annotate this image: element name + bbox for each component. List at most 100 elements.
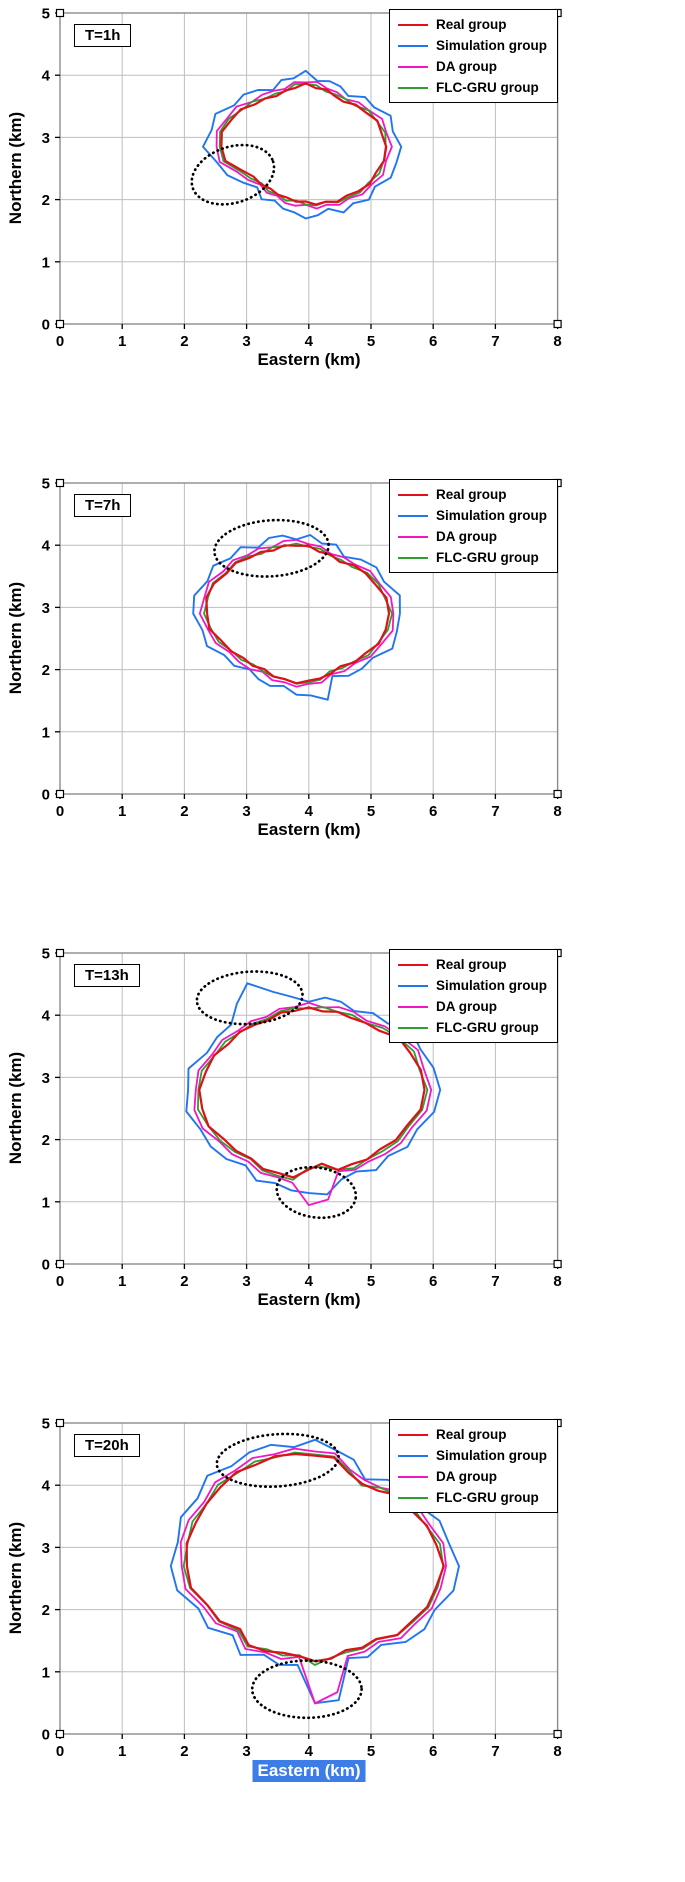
contour-da-group: [193, 1001, 433, 1207]
x-tick-label: 6: [429, 333, 437, 350]
x-tick-label: 7: [491, 1743, 499, 1760]
x-tick-label: 3: [242, 1743, 250, 1760]
tick-labels: 0 1 2 3 4 5 6 7 8 0 1 2 3 4 5: [42, 946, 562, 1291]
x-tick-label: 5: [367, 1273, 375, 1290]
y-tick-label: 3: [42, 1070, 50, 1087]
tick-labels: 0 1 2 3 4 5 6 7 8 0 1 2 3 4 5: [42, 1416, 562, 1761]
contour-da-group: [215, 80, 393, 210]
flc-gru-line-swatch: [398, 1026, 428, 1029]
y-tick-label: 0: [42, 1257, 50, 1274]
corner-marker: [553, 789, 562, 799]
y-tick-label: 4: [42, 68, 51, 85]
real-line-swatch: [398, 493, 428, 496]
x-tick-label: 4: [305, 1273, 314, 1290]
simulation-line-swatch: [398, 984, 428, 987]
time-label: T=20h: [74, 1434, 140, 1457]
legend-entry-simulation: Simulation group: [398, 1447, 547, 1464]
y-tick-label: 2: [42, 1602, 50, 1619]
corner-marker: [553, 1729, 562, 1739]
y-axis-label: Northern (km): [6, 1521, 25, 1635]
time-label: T=7h: [74, 494, 132, 517]
corner-marker: [55, 789, 65, 799]
x-tick-label: 4: [305, 333, 314, 350]
x-tick-label: 4: [305, 1743, 314, 1760]
contour-real-group: [205, 544, 391, 685]
legend: Real group Simulation group DA group FLC…: [389, 949, 558, 1043]
x-tick-label: 1: [118, 803, 126, 820]
x-tick-label: 6: [429, 803, 437, 820]
legend-entry-flc-gru: FLC-GRU group: [398, 1489, 547, 1506]
legend-label: FLC-GRU group: [436, 80, 539, 95]
x-tick-label: 7: [491, 1273, 499, 1290]
x-tick-label: 1: [118, 333, 126, 350]
contour-real-group: [220, 82, 388, 206]
real-line-swatch: [398, 23, 428, 26]
y-tick-label: 3: [42, 600, 50, 617]
da-line-swatch: [398, 535, 428, 538]
y-tick-label: 4: [42, 538, 51, 555]
x-tick-label: 2: [180, 1273, 188, 1290]
y-axis-label: Northern (km): [6, 581, 25, 695]
legend-entry-real: Real group: [398, 486, 547, 503]
legend-label: Simulation group: [436, 1448, 547, 1463]
x-tick-label: 5: [367, 1743, 375, 1760]
y-tick-label: 0: [42, 787, 50, 804]
legend-label: FLC-GRU group: [436, 550, 539, 565]
corner-marker: [553, 1259, 562, 1269]
contour-flc-gru-group: [203, 542, 394, 685]
flc-gru-line-swatch: [398, 86, 428, 89]
simulation-line-swatch: [398, 514, 428, 517]
y-tick-label: 1: [42, 724, 50, 741]
flc-gru-line-swatch: [398, 1496, 428, 1499]
da-line-swatch: [398, 1475, 428, 1478]
x-tick-label: 5: [367, 803, 375, 820]
contour-flc-gru-group: [182, 1451, 445, 1667]
y-tick-label: 4: [42, 1008, 51, 1025]
time-label: T=1h: [74, 24, 132, 47]
legend-entry-da: DA group: [398, 58, 547, 75]
contour-simulation-group: [201, 69, 403, 220]
corner-marker: [55, 948, 65, 958]
y-tick-label: 5: [42, 1416, 50, 1433]
y-tick-label: 5: [42, 476, 50, 493]
y-tick-label: 3: [42, 1540, 50, 1557]
legend-entry-da: DA group: [398, 528, 547, 545]
contour-simulation-group: [192, 533, 401, 701]
x-tick-label: 0: [56, 1743, 64, 1760]
contour-real-group: [185, 1452, 445, 1663]
x-tick-label: 7: [491, 333, 499, 350]
y-tick-label: 3: [42, 130, 50, 147]
contour-simulation-group: [185, 982, 442, 1196]
x-tick-label: 0: [56, 1273, 64, 1290]
x-axis-label: Eastern (km): [257, 820, 361, 839]
x-tick-label: 6: [429, 1743, 437, 1760]
panel-t13h: 0 1 2 3 4 5 6 7 8 0 1 2 3 4 5 Northern (km) Eastern (k…: [0, 940, 685, 1410]
plot-area-t7h: 0 1 2 3 4 5 6 7 8 0 1 2 3 4 5: [42, 476, 562, 821]
y-axis-label: Northern (km): [6, 111, 25, 225]
legend-entry-simulation: Simulation group: [398, 507, 547, 524]
da-line-swatch: [398, 1005, 428, 1008]
y-tick-label: 1: [42, 1664, 50, 1681]
highlight-ellipse: [215, 1432, 340, 1489]
legend-label: Simulation group: [436, 38, 547, 53]
corner-marker: [553, 319, 562, 329]
y-axis-label: Northern (km): [6, 1051, 25, 1165]
contours: [192, 533, 401, 701]
y-tick-label: 4: [42, 1478, 51, 1495]
panel-t20h: 0 1 2 3 4 5 6 7 8 0 1 2 3 4 5 Northern (km) Eastern (k…: [0, 1410, 685, 1882]
highlight-ellipse: [190, 143, 276, 206]
da-line-swatch: [398, 65, 428, 68]
contours: [169, 1438, 460, 1705]
x-tick-label: 0: [56, 333, 64, 350]
legend-entry-flc-gru: FLC-GRU group: [398, 549, 547, 566]
contours: [185, 982, 442, 1207]
contour-real-group: [198, 1006, 426, 1179]
x-tick-label: 2: [180, 333, 188, 350]
legend-entry-real: Real group: [398, 956, 547, 973]
x-tick-label: 3: [242, 333, 250, 350]
simulation-line-swatch: [398, 1454, 428, 1457]
legend-label: Real group: [436, 1427, 507, 1442]
y-tick-label: 1: [42, 254, 50, 271]
legend-entry-da: DA group: [398, 1468, 547, 1485]
highlight-ellipse: [275, 1165, 358, 1220]
